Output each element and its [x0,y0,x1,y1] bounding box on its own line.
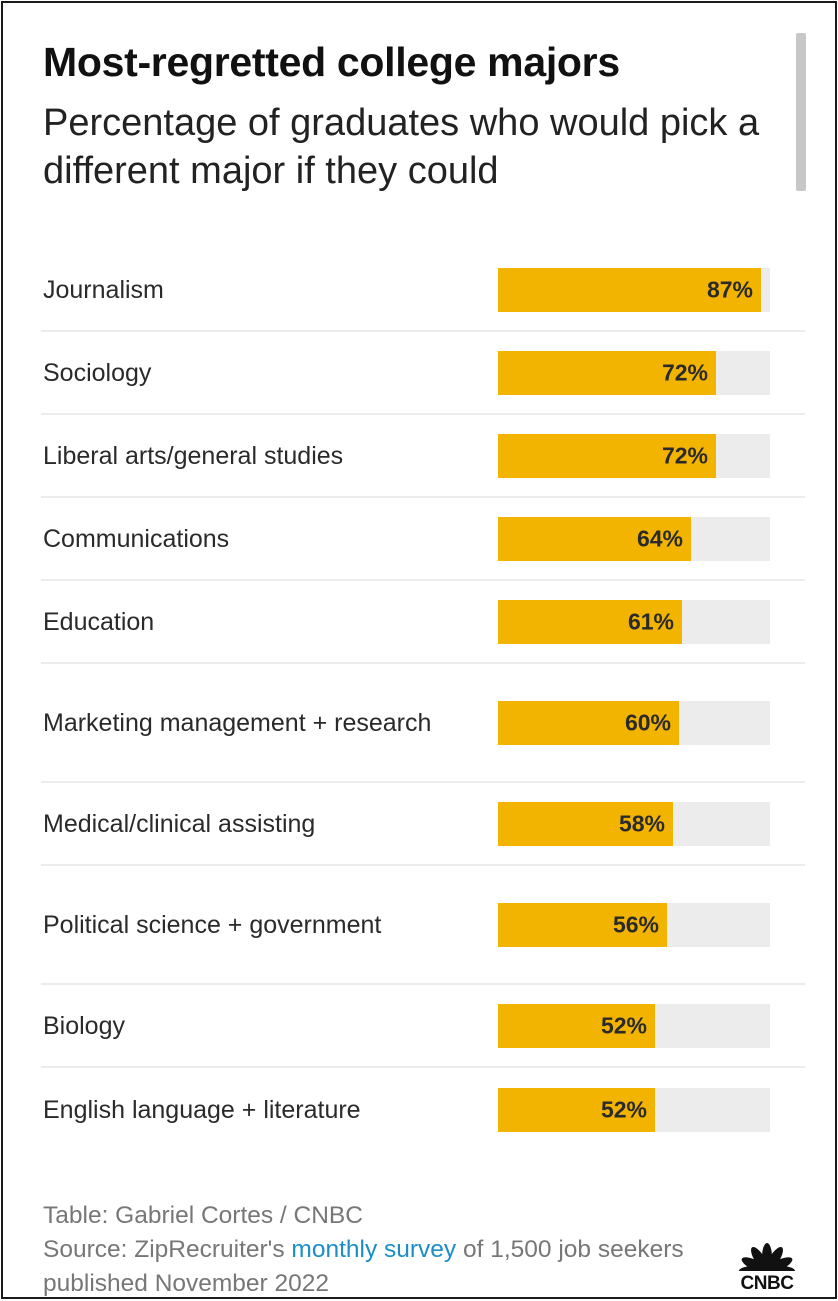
category-label: Liberal arts/general studies [43,441,344,470]
chart-row: Marketing management + research 60% [41,664,805,783]
bar: 72% [498,433,716,478]
bar: 61% [498,599,682,644]
bar-track: 72% [498,433,770,478]
category-label: Journalism [43,275,164,304]
bar: 52% [498,1003,655,1048]
bar-track: 87% [498,267,770,312]
bar-track: 60% [498,700,770,745]
category-label: Education [43,607,155,636]
source-line: Source: ZipRecruiter's monthly survey of… [43,1233,723,1301]
bar-track: 52% [498,1087,770,1132]
bar: 64% [498,516,691,561]
bar-track: 58% [498,801,770,846]
data-label: 64% [636,525,683,551]
bar: 52% [498,1087,655,1132]
bar: 72% [498,350,716,395]
bar: 58% [498,801,673,846]
cnbc-logo: CNBC [727,1235,807,1294]
monthly-survey-link[interactable]: monthly survey [291,1236,457,1263]
bar: 56% [498,902,667,947]
data-label: 72% [661,359,708,385]
data-label: 61% [627,608,674,634]
bar-track: 56% [498,902,770,947]
scrollbar[interactable] [796,33,806,191]
chart-row: Liberal arts/general studies 72% [41,415,805,498]
bar: 87% [498,267,761,312]
chart-row: Education 61% [41,581,805,664]
category-label: Sociology [43,358,152,387]
data-label: 72% [661,442,708,468]
chart-row: Sociology 72% [41,332,805,415]
source-suffix: of 1,500 job seekers published November … [43,1236,684,1297]
chart-row: English language + literature 52% [41,1068,805,1151]
category-label: Biology [43,1011,125,1040]
chart-row: Biology 52% [41,985,805,1068]
bar-track: 61% [498,599,770,644]
category-label: Marketing management + research [43,708,432,737]
chart-footer: Table: Gabriel Cortes / CNBC Source: Zip… [43,1199,723,1301]
bar-track: 72% [498,350,770,395]
chart-subtitle: Percentage of graduates who would pick a… [43,102,760,192]
bar-track: 52% [498,1003,770,1048]
chart-title: Most-regretted college majors [43,39,620,85]
category-label: Medical/clinical assisting [43,809,316,838]
bar: 60% [498,700,679,745]
data-label: 87% [706,276,753,302]
category-label: Political science + government [43,910,382,939]
chart-row: Medical/clinical assisting 58% [41,783,805,866]
chart-row: Political science + government 56% [41,866,805,985]
category-label: English language + literature [43,1095,361,1124]
chart-row: Journalism 87% [41,249,805,332]
chart-row: Communications 64% [41,498,805,581]
bar-track: 64% [498,516,770,561]
data-label: 60% [624,709,671,735]
cnbc-logo-text: CNBC [740,1273,794,1294]
bar-chart-rows: Journalism 87% Sociology 72% Liberal arts/ge… [41,249,805,1151]
data-label: 52% [600,1012,647,1038]
table-credit: Table: Gabriel Cortes / CNBC [43,1202,363,1229]
cnbc-peacock-icon [727,1243,807,1275]
category-label: Communications [43,524,230,553]
data-label: 52% [600,1096,647,1122]
source-prefix: Source: ZipRecruiter's [43,1236,292,1263]
data-label: 58% [618,810,665,836]
data-label: 56% [612,911,659,937]
